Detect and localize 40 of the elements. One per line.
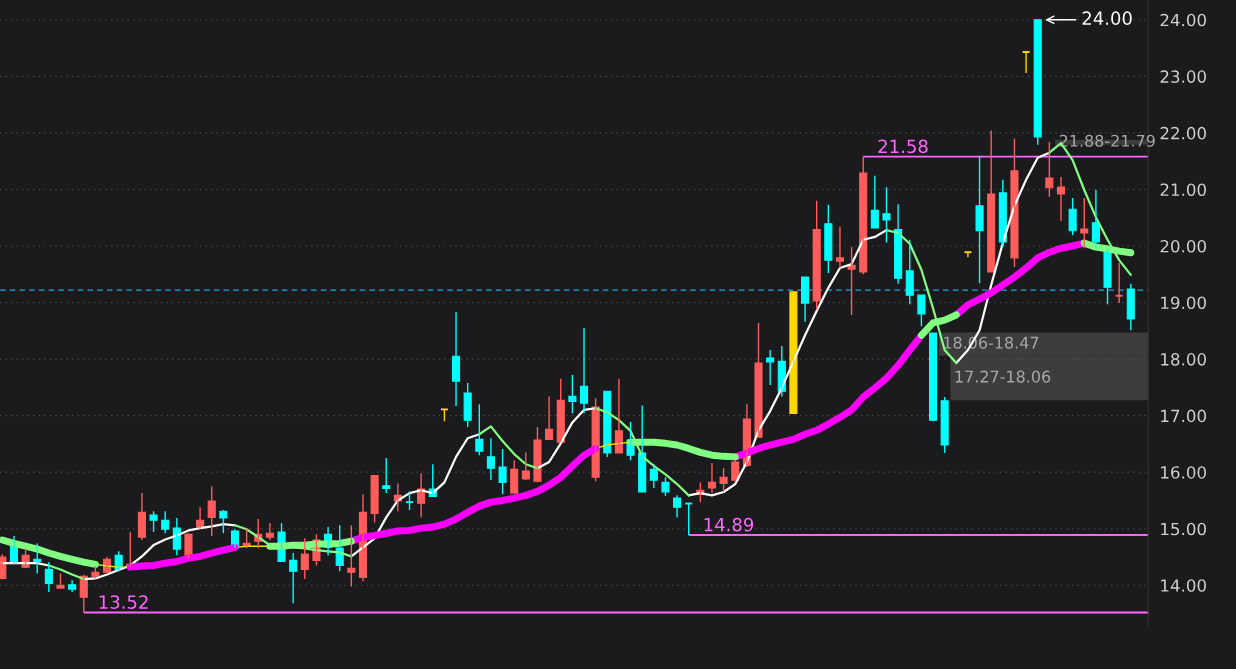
ref-line-label: 14.89 [704,517,754,532]
candlestick [975,155,984,284]
candlestick [754,322,763,438]
candlestick [719,467,728,493]
candlestick [1068,197,1077,236]
candlestick [917,294,926,327]
candlestick [382,457,391,494]
candlestick [184,532,193,559]
y-tick-label: 21.00 [1160,183,1206,196]
candlestick [533,426,542,484]
candlestick [498,448,507,495]
y-tick-label: 15.00 [1161,522,1206,536]
y-tick-label: 23.00 [1160,70,1206,83]
candlestick [149,510,158,533]
band-label: 17.27-18.06 [955,370,1051,383]
y-tick-label: 17.00 [1161,409,1206,423]
candlestick [1010,137,1019,268]
ref-line-label: 13.52 [99,595,148,609]
y-tick-label: 24.00 [1160,13,1206,27]
y-tick-label: 18.00 [1161,353,1206,366]
candlestick [207,485,216,537]
y-tick-label: 20.00 [1160,239,1206,253]
candlestick [1080,197,1089,249]
candlestick [789,291,798,415]
candlestick [1126,283,1135,331]
candlestick [1045,141,1054,198]
candlestick [661,476,670,497]
candlestick [219,509,228,534]
y-tick-label: 19.00 [1161,296,1206,310]
candlestick [766,349,775,386]
y-tick-label: 16.00 [1161,466,1206,479]
candlestick [568,374,577,415]
ref-line-label: 21.58 [878,139,928,154]
y-tick-label: 14.00 [1161,579,1206,592]
y-tick-label: 22.00 [1160,126,1206,140]
annotation: 24.00 [1082,11,1132,26]
candlestick [370,474,379,524]
candlestick [242,527,251,549]
candlestick [882,186,891,244]
band-label: 21.88-21.79 [1059,134,1155,147]
